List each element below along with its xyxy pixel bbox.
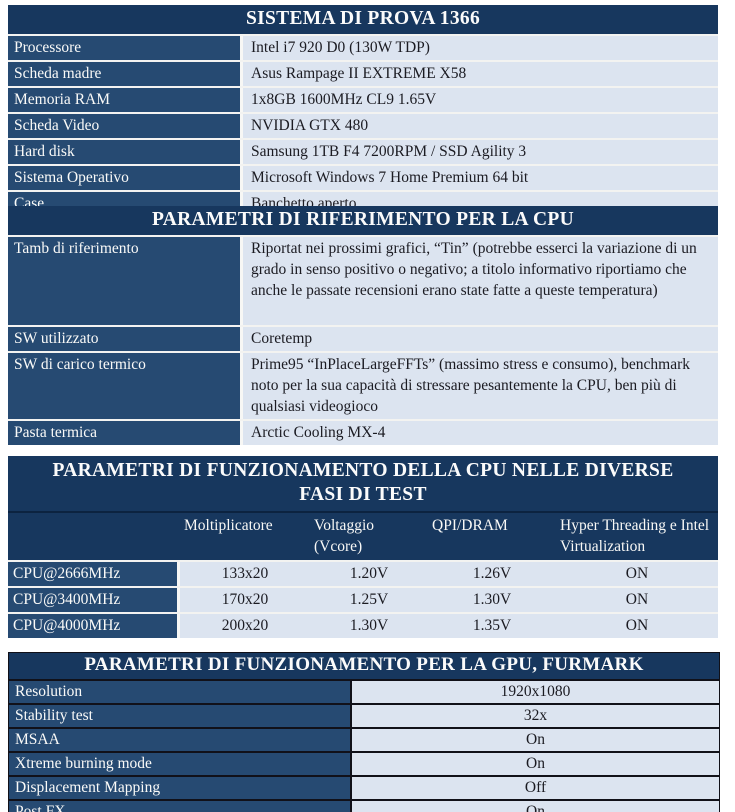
row-label: CPU@3400MHz: [8, 588, 180, 612]
row-value: Microsoft Windows 7 Home Premium 64 bit: [240, 166, 718, 190]
ht-virtualization-value: ON: [556, 588, 718, 612]
row-label: Sistema Operativo: [8, 166, 240, 190]
row-value: Riportat nei prossimi grafici, “Tin” (po…: [240, 237, 718, 325]
row-label: CPU@4000MHz: [8, 614, 180, 638]
column-header-multiplier: Moltiplicatore: [184, 517, 273, 534]
row-label: Tamb di riferimento: [8, 237, 240, 325]
table-row: SW utilizzato Coretemp: [8, 325, 718, 351]
row-value: NVIDIA GTX 480: [240, 114, 718, 138]
row-label: SW di carico termico: [8, 353, 240, 419]
row-label: Pasta termica: [8, 421, 240, 445]
table-row: Hard disk Samsung 1TB F4 7200RPM / SSD A…: [8, 138, 718, 164]
table-row: CPU@3400MHz 170x20 1.25V 1.30V ON: [8, 586, 718, 612]
row-label: Xtreme burning mode: [9, 753, 350, 775]
vcore-value: 1.25V: [310, 588, 428, 612]
row-label: MSAA: [9, 729, 350, 751]
multiplier-value: 170x20: [180, 588, 310, 612]
table-row: CPU@4000MHz 200x20 1.30V 1.35V ON: [8, 612, 718, 638]
row-value: Off: [350, 777, 719, 799]
column-header-vcore: Voltaggio (Vcore): [314, 517, 374, 555]
row-value: Prime95 “InPlaceLargeFFTs” (massimo stre…: [240, 353, 718, 419]
table-row: Pasta termica Arctic Cooling MX-4: [8, 419, 718, 445]
row-value: Samsung 1TB F4 7200RPM / SSD Agility 3: [240, 140, 718, 164]
row-value: Asus Rampage II EXTREME X58: [240, 62, 718, 86]
column-header-row: Moltiplicatore Voltaggio (Vcore) QPI/DRA…: [8, 511, 718, 560]
system-table-title: SISTEMA DI PROVA 1366: [8, 5, 718, 34]
cpu-reference-table: PARAMETRI DI RIFERIMENTO PER LA CPU Tamb…: [8, 206, 718, 445]
row-value: On: [350, 729, 719, 751]
table-row: Processore Intel i7 920 D0 (130W TDP): [8, 34, 718, 60]
qpi-dram-value: 1.35V: [428, 614, 556, 638]
vcore-value: 1.20V: [310, 562, 428, 586]
qpi-dram-value: 1.30V: [428, 588, 556, 612]
table-row: Resolution 1920x1080: [9, 679, 719, 703]
table-row: Stability test 32x: [9, 703, 719, 727]
vcore-value: 1.30V: [310, 614, 428, 638]
row-value: On: [350, 753, 719, 775]
table-row: Post FX On: [9, 799, 719, 812]
table-row: Memoria RAM 1x8GB 1600MHz CL9 1.65V: [8, 86, 718, 112]
table-row: CPU@2666MHz 133x20 1.20V 1.26V ON: [8, 560, 718, 586]
row-label: Memoria RAM: [8, 88, 240, 112]
row-value: Intel i7 920 D0 (130W TDP): [240, 36, 718, 60]
table-row: Displacement Mapping Off: [9, 775, 719, 799]
table-row: Scheda madre Asus Rampage II EXTREME X58: [8, 60, 718, 86]
row-label: Resolution: [9, 681, 350, 703]
row-value: Coretemp: [240, 327, 718, 351]
system-table: SISTEMA DI PROVA 1366 Processore Intel i…: [8, 5, 718, 216]
row-value: 32x: [350, 705, 719, 727]
header-empty-cell: [8, 513, 180, 560]
row-value: Arctic Cooling MX-4: [240, 421, 718, 445]
row-value: 1x8GB 1600MHz CL9 1.65V: [240, 88, 718, 112]
row-value: On: [350, 801, 719, 812]
row-label: Scheda madre: [8, 62, 240, 86]
table-row: Scheda Video NVIDIA GTX 480: [8, 112, 718, 138]
table-row: Tamb di riferimento Riportat nei prossim…: [8, 235, 718, 325]
column-header-ht-virtualization: Hyper Threading e Intel Virtualization: [560, 517, 710, 555]
row-label: Displacement Mapping: [9, 777, 350, 799]
multiplier-value: 133x20: [180, 562, 310, 586]
cpu-operating-table-title: PARAMETRI DI FUNZIONAMENTO DELLA CPU NEL…: [8, 456, 718, 511]
row-label: Stability test: [9, 705, 350, 727]
row-label: SW utilizzato: [8, 327, 240, 351]
column-header-qpi-dram: QPI/DRAM: [432, 517, 508, 534]
row-label: Scheda Video: [8, 114, 240, 138]
table-row: Xtreme burning mode On: [9, 751, 719, 775]
ht-virtualization-value: ON: [556, 614, 718, 638]
table-row: MSAA On: [9, 727, 719, 751]
table-row: SW di carico termico Prime95 “InPlaceLar…: [8, 351, 718, 419]
qpi-dram-value: 1.26V: [428, 562, 556, 586]
row-label: Processore: [8, 36, 240, 60]
ht-virtualization-value: ON: [556, 562, 718, 586]
row-label: Hard disk: [8, 140, 240, 164]
row-label: Post FX: [9, 801, 350, 812]
multiplier-value: 200x20: [180, 614, 310, 638]
cpu-operating-table: PARAMETRI DI FUNZIONAMENTO DELLA CPU NEL…: [8, 456, 718, 638]
row-label: CPU@2666MHz: [8, 562, 180, 586]
row-value: 1920x1080: [350, 681, 719, 703]
cpu-reference-table-title: PARAMETRI DI RIFERIMENTO PER LA CPU: [8, 206, 718, 235]
gpu-furmark-table-title: PARAMETRI DI FUNZIONAMENTO PER LA GPU, F…: [9, 653, 719, 679]
gpu-furmark-table: PARAMETRI DI FUNZIONAMENTO PER LA GPU, F…: [8, 652, 720, 812]
table-row: Sistema Operativo Microsoft Windows 7 Ho…: [8, 164, 718, 190]
